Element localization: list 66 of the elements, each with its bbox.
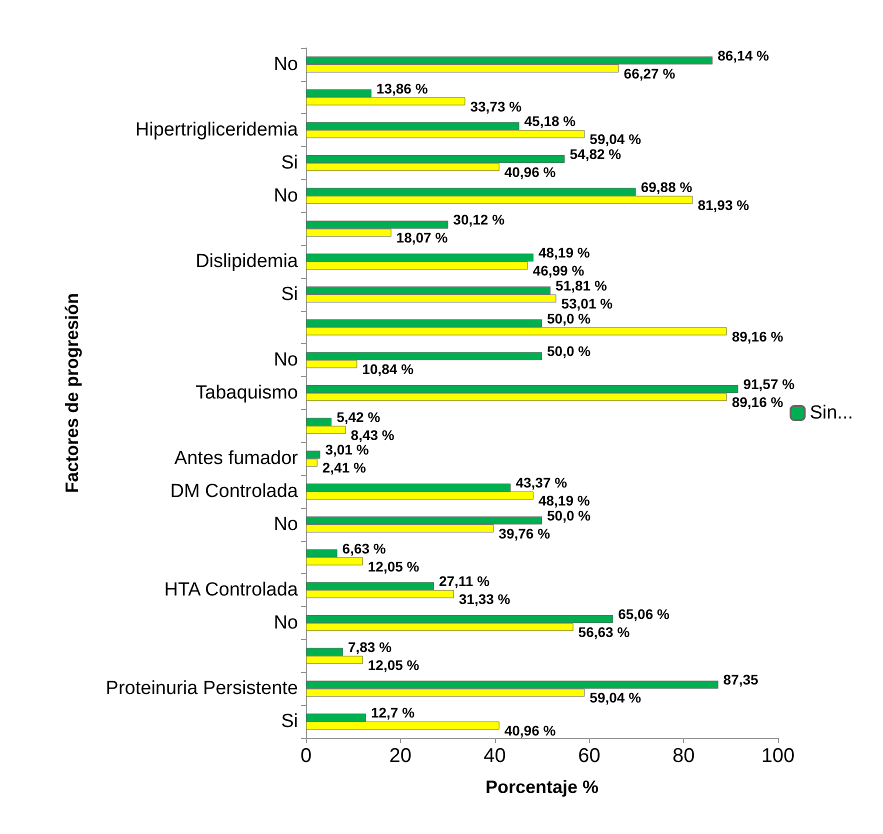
data-label: 13,86 %: [376, 80, 428, 96]
data-label: 12,7 %: [370, 704, 416, 721]
y-tick-label: Hipertrigliceridemia: [135, 120, 298, 141]
data-label: 59,04 %: [590, 131, 642, 148]
data-label: 7,83 %: [348, 638, 392, 655]
data-label: 6,63 %: [342, 540, 386, 556]
data-label: 59,04 %: [590, 690, 642, 706]
data-label: 48,19 %: [538, 244, 590, 261]
data-label: 87,35: [723, 672, 759, 688]
y-tick-label: Si: [281, 284, 298, 305]
data-label: 31,33 %: [458, 591, 511, 608]
data-label: 40,96 %: [504, 722, 556, 739]
x-tick-label: 100: [761, 745, 795, 767]
data-label: 48,19 %: [538, 492, 590, 509]
y-tick-label: Si: [281, 711, 298, 732]
y-tick-label: DM Controlada: [170, 481, 298, 502]
data-label: 56,63 %: [578, 624, 630, 640]
data-label: 50,0 %: [547, 310, 592, 326]
data-label: 51,81 %: [556, 277, 608, 294]
y-tick-label: Si: [281, 152, 298, 174]
data-label: 81,93 %: [698, 196, 750, 213]
y-tick-label: No: [274, 612, 298, 634]
data-label: 33,73 %: [470, 98, 522, 114]
data-label: 12,05 %: [368, 558, 420, 574]
data-label: 10,84 %: [362, 361, 414, 378]
data-label: 53,01 %: [561, 295, 614, 312]
data-label: 40,96 %: [504, 164, 556, 180]
y-tick-label: No: [274, 350, 298, 371]
legend-label: Sin...: [810, 402, 854, 424]
y-tick-label: Proteinuria Persistente: [106, 678, 298, 700]
y-tick-label: HTA Controlada: [164, 580, 298, 601]
data-label: 30,12 %: [453, 212, 506, 228]
data-label: 18,07 %: [396, 230, 448, 246]
data-label: 27,11 %: [438, 573, 490, 590]
y-tick-label: Tabaquismo: [196, 382, 298, 404]
data-label: 66,27 %: [624, 65, 676, 82]
y-tick-label: No: [274, 185, 298, 206]
y-tick-label: Dislipidemia: [196, 251, 298, 272]
y-axis-title: Factores de progresión: [62, 292, 82, 494]
y-tick-label: No: [274, 514, 298, 535]
data-label: 3,01 %: [325, 442, 370, 458]
data-label: 86,14 %: [718, 47, 770, 64]
data-label: 43,37 %: [516, 474, 568, 491]
x-tick-label: 60: [578, 745, 600, 767]
x-axis-title: Porcentaje %: [485, 777, 599, 797]
x-tick-label: 40: [484, 745, 506, 767]
data-label: 65,06 %: [618, 606, 670, 622]
data-label: 89,16 %: [732, 394, 784, 410]
data-label: 8,43 %: [350, 426, 395, 443]
x-tick-label: 20: [389, 745, 412, 767]
data-label: 12,05 %: [368, 656, 420, 673]
data-label: 46,99 %: [532, 262, 585, 279]
data-label: 39,76 %: [498, 525, 551, 542]
data-label: 45,18 %: [524, 113, 576, 130]
y-tick-label: Antes fumador: [174, 448, 299, 470]
x-tick-label: 0: [300, 745, 312, 767]
data-label: 50,0 %: [547, 343, 592, 360]
data-label: 69,88 %: [640, 178, 693, 195]
data-label: 2,41 %: [322, 460, 367, 476]
data-label: 91,57 %: [743, 376, 796, 392]
data-label: 5,42 %: [336, 408, 381, 425]
y-tick-label: No: [274, 54, 298, 75]
data-label: 50,0 %: [547, 507, 592, 524]
data-label: 89,16 %: [732, 328, 784, 344]
data-label: 54,82 %: [570, 146, 622, 162]
x-tick-label: 80: [672, 745, 695, 767]
